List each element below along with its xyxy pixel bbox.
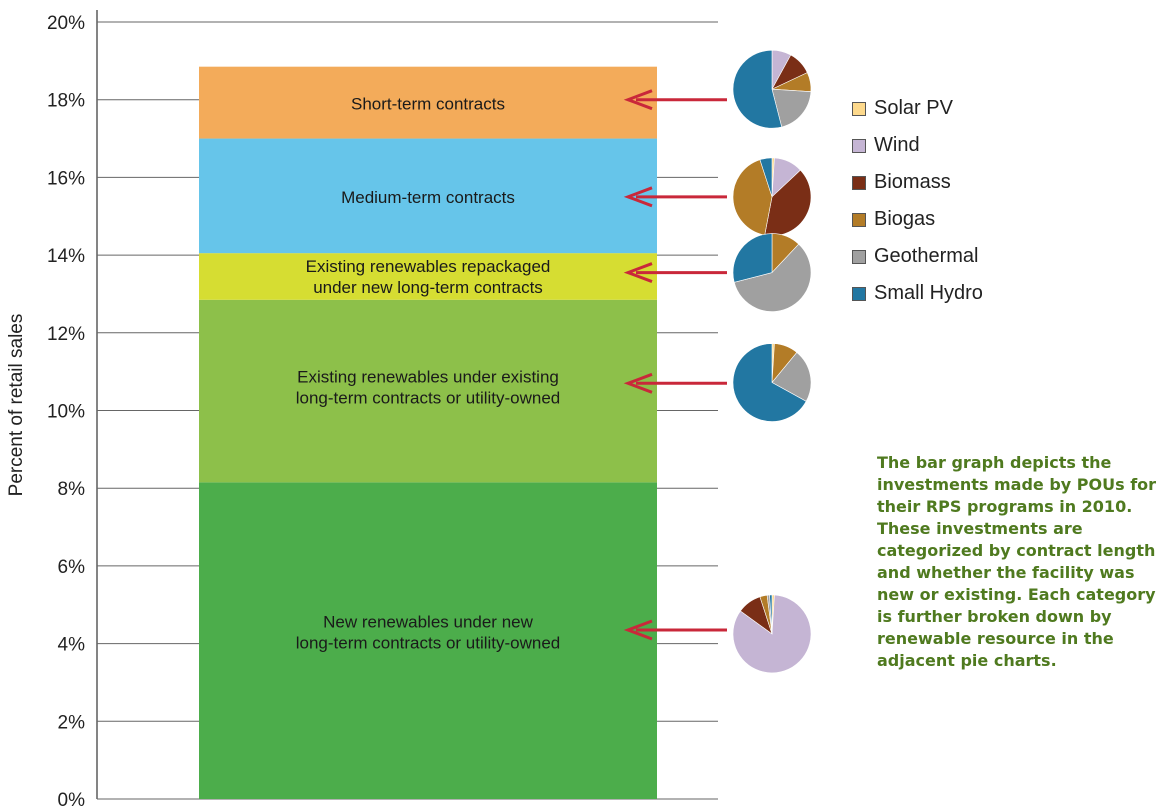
y-tick-label: 10% [47, 402, 85, 423]
bar-segment [199, 482, 657, 799]
legend-item: Geothermal [852, 238, 983, 275]
legend-item: Small Hydro [852, 275, 983, 312]
legend-swatch [852, 249, 866, 264]
pie-slice [759, 157, 773, 197]
pie-slice [732, 343, 807, 422]
legend-label: Geothermal [874, 245, 979, 267]
y-tick-label: 12% [47, 324, 85, 345]
bar-segment [199, 138, 657, 254]
y-tick-label: 4% [58, 635, 86, 656]
y-tick-label: 8% [58, 479, 86, 500]
y-tick-label: 14% [47, 246, 85, 267]
pointer-arrowhead [623, 619, 653, 641]
pie-slice [732, 159, 773, 236]
legend-swatch [852, 286, 866, 301]
legend-label: Solar PV [874, 97, 953, 119]
legend-label: Wind [874, 134, 920, 156]
segment-label: New renewables under new long-term contra… [296, 612, 561, 652]
legend-swatch [852, 212, 866, 227]
bar-segment [199, 253, 657, 300]
legend-item: Biogas [852, 201, 983, 238]
pie-slice [732, 233, 773, 283]
legend-swatch [852, 101, 866, 116]
caption-note: The bar graph depicts the investments ma… [877, 453, 1157, 670]
legend-label: Biogas [874, 208, 936, 230]
pointer-arrowhead [623, 186, 653, 208]
legend-swatch [852, 175, 866, 190]
bar-segment [199, 299, 657, 483]
pointer-arrowhead [623, 262, 653, 283]
legend-item: Solar PV [852, 90, 983, 127]
legend-item: Biomass [852, 164, 983, 201]
bar-segment [199, 66, 657, 139]
y-tick-label: 6% [58, 557, 86, 578]
y-tick-label: 0% [58, 790, 86, 811]
segment-label: Medium-term contracts [341, 188, 515, 207]
y-tick-label: 16% [47, 168, 85, 189]
y-tick-label: 20% [47, 13, 85, 34]
y-tick-label: 2% [58, 712, 86, 733]
pie-slice [733, 243, 812, 312]
legend-label: Biomass [874, 171, 951, 193]
y-tick-label: 18% [47, 91, 85, 112]
legend-item: Wind [852, 127, 983, 164]
pie-slice [732, 49, 783, 129]
pie-slice [769, 594, 773, 634]
segment-label: Existing renewables repackaged under new … [306, 257, 551, 297]
legend-label: Small Hydro [874, 282, 983, 304]
segment-label: Existing renewables under existing long-t… [296, 368, 561, 408]
segment-label: Short-term contracts [351, 95, 505, 114]
y-axis-label: Percent of retail sales [6, 314, 27, 497]
pointer-arrowhead [623, 372, 653, 394]
pie-slice [771, 88, 812, 128]
pointer-arrowhead [623, 89, 653, 111]
pie-slice [771, 352, 812, 402]
legend: Solar PV Wind Biomass Biogas Geothermal Small… [852, 90, 983, 312]
legend-swatch [852, 138, 866, 153]
